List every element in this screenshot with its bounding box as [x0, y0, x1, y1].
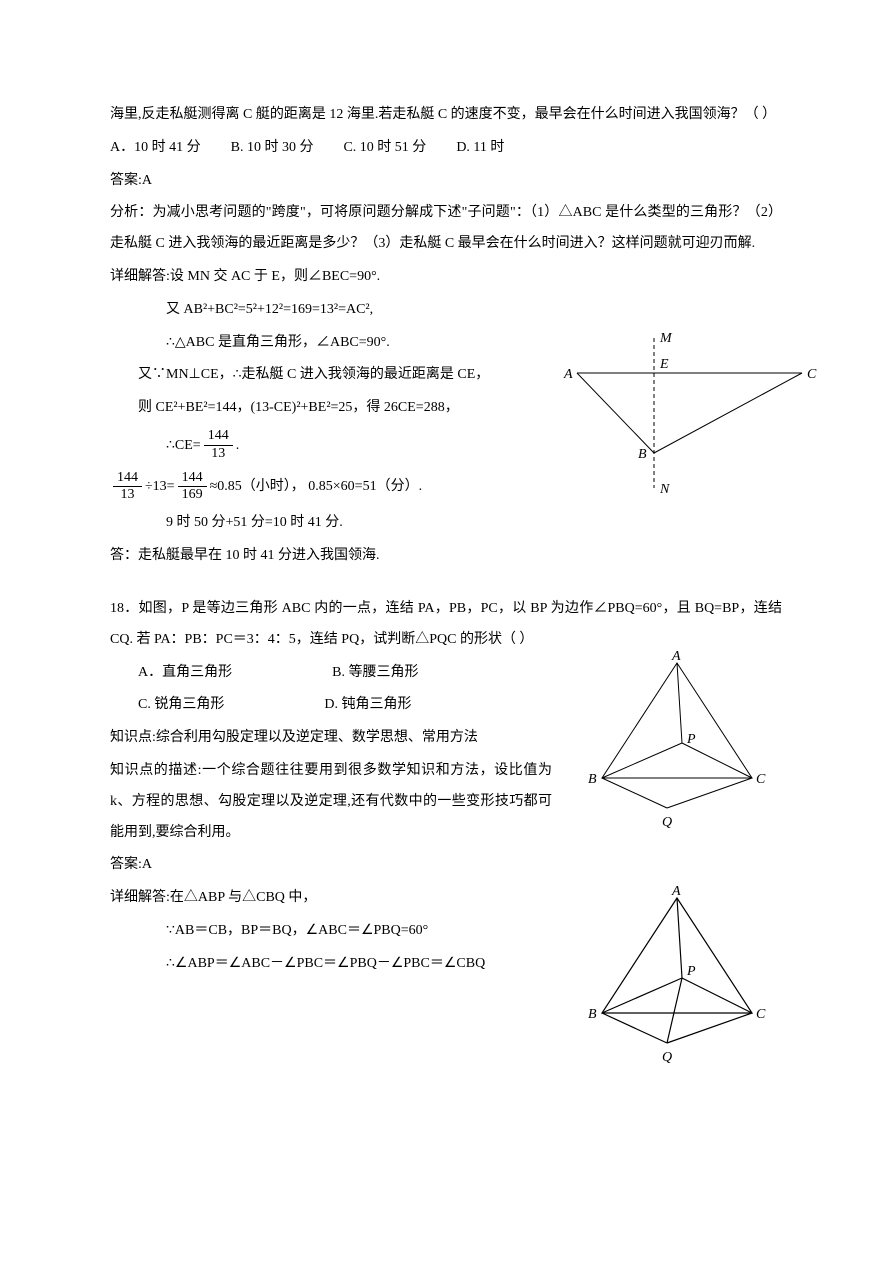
option-b: B. 10 时 30 分: [231, 133, 314, 164]
label-c: C: [807, 367, 817, 382]
label-m: M: [659, 331, 673, 346]
triangle-diagram-1: M A E C B N: [562, 328, 822, 511]
label-a2: A: [671, 649, 681, 664]
document-content: 海里,反走私艇测得离 C 艇的距离是 12 海里.若走私艇 C 的速度不变，最早…: [110, 100, 782, 980]
triangle-diagram-2: A P B C Q: [582, 648, 772, 841]
line-cp-3: [682, 978, 752, 1013]
detail-18-1: 详细解答:在△ABP 与△CBQ 中，: [110, 883, 552, 914]
line-pq-3: [667, 978, 682, 1043]
label-b3: B: [588, 1007, 597, 1022]
triangle-abc-3: [602, 898, 752, 1013]
fraction-144-13: 14413: [204, 428, 233, 463]
label-b: B: [638, 447, 647, 462]
label-a: A: [563, 367, 573, 382]
detail-17-4: 又∵MN⊥CE，∴走私艇 C 进入我领海的最近距离是 CE，: [110, 360, 522, 391]
option-d: D. 11 时: [456, 133, 504, 164]
problem-17-continuation: 海里,反走私艇测得离 C 艇的距离是 12 海里.若走私艇 C 的速度不变，最早…: [110, 100, 782, 131]
line-ab: [577, 373, 654, 453]
label-q2: Q: [662, 815, 672, 828]
label-e: E: [659, 357, 669, 372]
fraction-144-169: 144169: [178, 470, 207, 505]
option-18-c: C. 锐角三角形: [138, 690, 224, 721]
knowledge-point-2: 知识点的描述:一个综合题往往要用到很多数学知识和方法，设比值为 k、方程的思想、…: [110, 756, 552, 848]
detail-17-1: 详细解答:设 MN 交 AC 于 E，则∠BEC=90°.: [110, 262, 782, 293]
diagram-3-wrapper: A P B C Q 详细解答:在△ABP 与△CBQ 中， ∵AB＝CB，BP＝…: [110, 883, 782, 979]
detail-18-3: ∴∠ABP＝∠ABC－∠PBC＝∠PBQ－∠PBC＝∠CBQ: [110, 949, 552, 980]
answer-18: 答案:A: [110, 850, 782, 881]
line-bq: [602, 778, 667, 808]
approx-label: ≈0.85（小时）， 0.85×60=51（分）.: [210, 479, 422, 494]
option-a: A．10 时 41 分: [110, 133, 201, 164]
option-18-b: B. 等腰三角形: [332, 658, 418, 689]
divide-13-label: ÷13=: [145, 479, 175, 494]
knowledge-point-1: 知识点:综合利用勾股定理以及逆定理、数学思想、常用方法: [110, 723, 552, 754]
diagram-2-wrapper: A P B C Q A．直角三角形 B. 等腰三角形 C. 锐角三角形 D. 钝…: [110, 658, 782, 849]
answer-17: 答案:A: [110, 166, 782, 197]
line-ap-3: [677, 898, 682, 978]
label-q3: Q: [662, 1050, 672, 1063]
ce-equals-label: ∴CE=: [166, 438, 201, 453]
label-p3: P: [686, 964, 696, 979]
detail-17-3: ∴△ABC 是直角三角形，∠ABC=90°.: [110, 328, 522, 359]
diagram-1-wrapper: M A E C B N ∴△ABC 是直角三角形，∠ABC=90°. 又∵MN⊥…: [110, 328, 782, 507]
conclusion-17: 答：走私艇最早在 10 时 41 分进入我国领海.: [110, 541, 782, 572]
analysis-17: 分析：为减小思考问题的"跨度"，可将原问题分解成下述"子问题"：（1）△ABC …: [110, 198, 782, 260]
detail-17-6: ∴CE=14413.: [110, 426, 522, 465]
label-b2: B: [588, 772, 597, 787]
label-n: N: [659, 482, 670, 497]
label-a3: A: [671, 884, 681, 899]
problem-18-question: 18．如图，P 是等边三角形 ABC 内的一点，连结 PA，PB，PC，以 BP…: [110, 594, 782, 656]
fraction-144-13-b: 14413: [113, 470, 142, 505]
detail-18-2: ∵AB＝CB，BP＝BQ，∠ABC＝∠PBQ=60°: [110, 916, 552, 947]
label-p2: P: [686, 732, 696, 747]
option-c: C. 10 时 51 分: [343, 133, 426, 164]
detail-17-5: 则 CE²+BE²=144，(13-CE)²+BE²=25，得 26CE=288…: [110, 393, 522, 424]
triangle-diagram-3: A P B C Q: [582, 883, 772, 1076]
triangle-abc: [602, 663, 752, 778]
option-18-a: A．直角三角形: [138, 658, 232, 689]
detail-17-2: 又 AB²+BC²=5²+12²=169=13²=AC²,: [110, 295, 782, 326]
problem-17-options: A．10 时 41 分 B. 10 时 30 分 C. 10 时 51 分 D.…: [110, 133, 782, 164]
detail-17-7: 14413÷13=144169≈0.85（小时）， 0.85×60=51（分）.: [110, 467, 522, 506]
detail-17-8: 9 时 50 分+51 分=10 时 41 分.: [110, 508, 782, 539]
line-bc: [654, 373, 802, 453]
line-bq-3: [602, 1013, 667, 1043]
option-18-d: D. 钝角三角形: [324, 690, 411, 721]
line-cq-3: [667, 1013, 752, 1043]
line-ap: [677, 663, 682, 743]
line-cq: [667, 778, 752, 808]
line-cp: [682, 743, 752, 778]
label-c2: C: [756, 772, 766, 787]
label-c3: C: [756, 1007, 766, 1022]
period-1: .: [236, 438, 240, 453]
